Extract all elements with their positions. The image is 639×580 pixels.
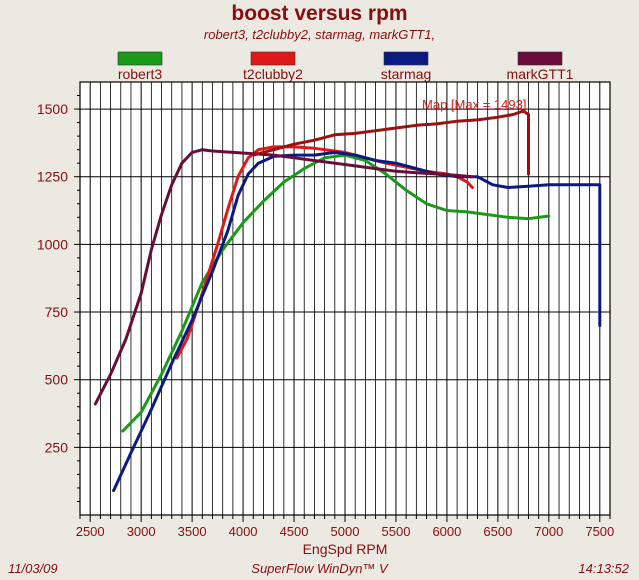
x-tick-label: 2500 <box>76 524 105 539</box>
legend-label: t2clubby2 <box>243 66 303 82</box>
max-annotation: Map [Max = 1493] <box>422 97 526 112</box>
x-tick-label: 5000 <box>331 524 360 539</box>
y-tick-label: 1500 <box>37 101 68 117</box>
legend-label: robert3 <box>118 66 163 82</box>
series-line-robert3 <box>121 153 551 433</box>
x-tick-label: 3000 <box>127 524 156 539</box>
chart-subtitle: robert3, t2clubby2, starmag, markGTT1, <box>203 27 436 42</box>
legend-swatch <box>117 51 163 66</box>
y-tick-label: 500 <box>45 372 69 388</box>
y-tick-label: 1250 <box>37 169 68 185</box>
x-tick-label: 3500 <box>178 524 207 539</box>
x-tick-label: 6000 <box>432 524 461 539</box>
footer-software: SuperFlow WinDyn™ V <box>251 561 388 576</box>
series-line-starmag <box>112 150 602 493</box>
x-tick-label: 4500 <box>280 524 309 539</box>
y-tick-label: 250 <box>45 439 69 455</box>
x-tick-label: 4000 <box>229 524 258 539</box>
legend-label: starmag <box>381 66 432 82</box>
x-tick-label: 5500 <box>382 524 411 539</box>
legend-swatch <box>517 51 563 66</box>
footer-time: 14:13:52 <box>578 561 629 576</box>
legend-swatch <box>383 51 429 66</box>
x-axis-label: EngSpd RPM <box>303 541 388 557</box>
x-tick-label: 7500 <box>585 524 614 539</box>
series-line-Map <box>251 109 530 176</box>
series-line-markGTT1 <box>93 148 474 406</box>
footer-date: 11/03/09 <box>8 561 58 576</box>
legend-label: markGTT1 <box>507 66 574 82</box>
chart-title: boost versus rpm <box>231 2 408 25</box>
y-tick-label: 1000 <box>37 236 68 252</box>
x-tick-label: 7000 <box>534 524 563 539</box>
x-tick-label: 6500 <box>483 524 512 539</box>
y-tick-label: 750 <box>45 304 69 320</box>
legend-swatch <box>250 51 296 66</box>
